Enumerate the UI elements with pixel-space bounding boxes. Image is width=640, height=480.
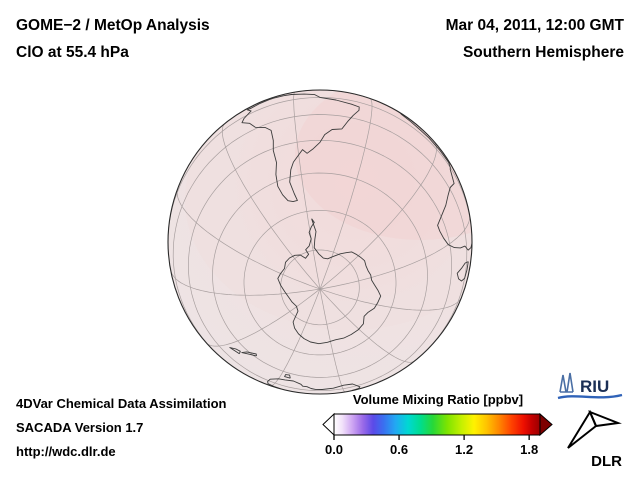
colorbar-label: Volume Mixing Ratio [ppbv] [352, 392, 524, 407]
riu-logo: RIU [556, 370, 626, 404]
cb-tick-label-0: 0.0 [324, 442, 344, 457]
dlr-logo-text: DLR [591, 453, 622, 470]
header-right: Mar 04, 2011, 12:00 GMT Southern Hemisph… [446, 12, 624, 66]
credit-url: http://wdc.dlr.de [16, 444, 116, 459]
cb-tick-label-2: 1.2 [455, 442, 474, 457]
riu-logo-text: RIU [580, 377, 609, 396]
dlr-logo: DLR [560, 406, 626, 472]
header-left: GOME−2 / MetOp Analysis ClO at 55.4 hPa [16, 12, 210, 66]
riu-swoosh-icon [557, 393, 623, 400]
plot-title: GOME−2 / MetOp Analysis [16, 17, 210, 34]
cb-tick-label-3: 1.8 [520, 442, 539, 457]
credit-line-1: 4DVar Chemical Data Assimilation [16, 396, 227, 411]
credit-line-2: SACADA Version 1.7 [16, 420, 144, 435]
colorbar-overflow-arrow [539, 412, 553, 437]
plot-region: Southern Hemisphere [462, 44, 624, 61]
colorbar-underflow-arrow [322, 412, 335, 437]
colorbar-gradient-bar [333, 413, 541, 436]
colorbar: Volume Mixing Ratio [ppbv] 0.0 0.6 1.2 1… [322, 392, 554, 464]
cathedral-icon [559, 372, 574, 393]
coastlines [229, 93, 472, 391]
colorbar-scale [322, 412, 553, 440]
plot-datetime: Mar 04, 2011, 12:00 GMT [445, 17, 624, 34]
plot-subtitle: ClO at 55.4 hPa [16, 44, 129, 61]
clo-shading-patch [295, 90, 472, 240]
globe-limb [167, 89, 473, 395]
colorbar-tick-marks [333, 435, 530, 440]
dlr-wing-icon [588, 410, 622, 428]
credits-block: 4DVar Chemical Data Assimilation SACADA … [16, 392, 227, 464]
cb-tick-label-1: 0.6 [390, 442, 409, 457]
